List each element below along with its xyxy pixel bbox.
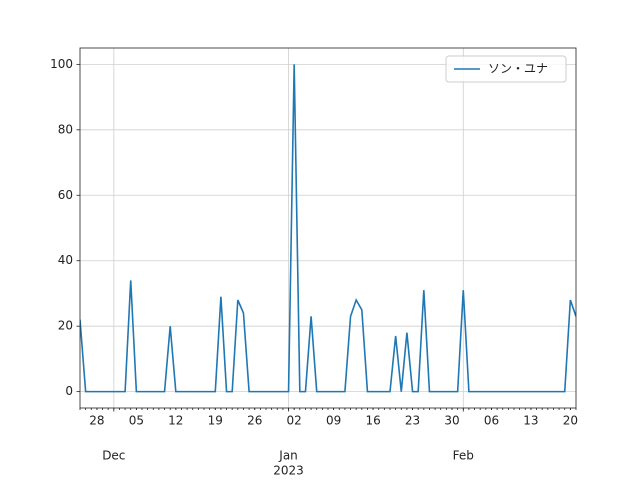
x-month-label: 2023 <box>273 464 304 478</box>
y-tick-label: 60 <box>58 188 73 202</box>
x-tick-label: 16 <box>365 414 380 428</box>
y-tick-label: 40 <box>58 253 73 267</box>
x-tick-label: 02 <box>287 414 302 428</box>
x-month-label: Dec <box>102 449 125 463</box>
axes-frame <box>79 47 577 409</box>
x-tick-label: 30 <box>444 414 459 428</box>
x-tick-label: 09 <box>326 414 341 428</box>
y-tick-label: 0 <box>65 384 73 398</box>
y-tick-label: 100 <box>50 57 73 71</box>
x-tick-label: 06 <box>484 414 499 428</box>
y-tick-label: 20 <box>58 319 73 333</box>
x-tick-label: 12 <box>168 414 183 428</box>
legend-box <box>445 55 567 83</box>
x-tick-label: 20 <box>563 414 578 428</box>
x-tick-label: 19 <box>208 414 223 428</box>
x-tick-label: 23 <box>405 414 420 428</box>
legend-label: ソン・ユナ <box>488 62 548 76</box>
line <box>80 64 576 393</box>
x-tick-label: 05 <box>129 414 144 428</box>
x-tick-label: 13 <box>523 414 538 428</box>
x-tick-label: 28 <box>89 414 104 428</box>
x-month-label: Jan <box>278 449 298 463</box>
x-tick-label: 26 <box>247 414 262 428</box>
x-month-label: Feb <box>453 449 474 463</box>
y-tick-label: 80 <box>58 122 73 136</box>
